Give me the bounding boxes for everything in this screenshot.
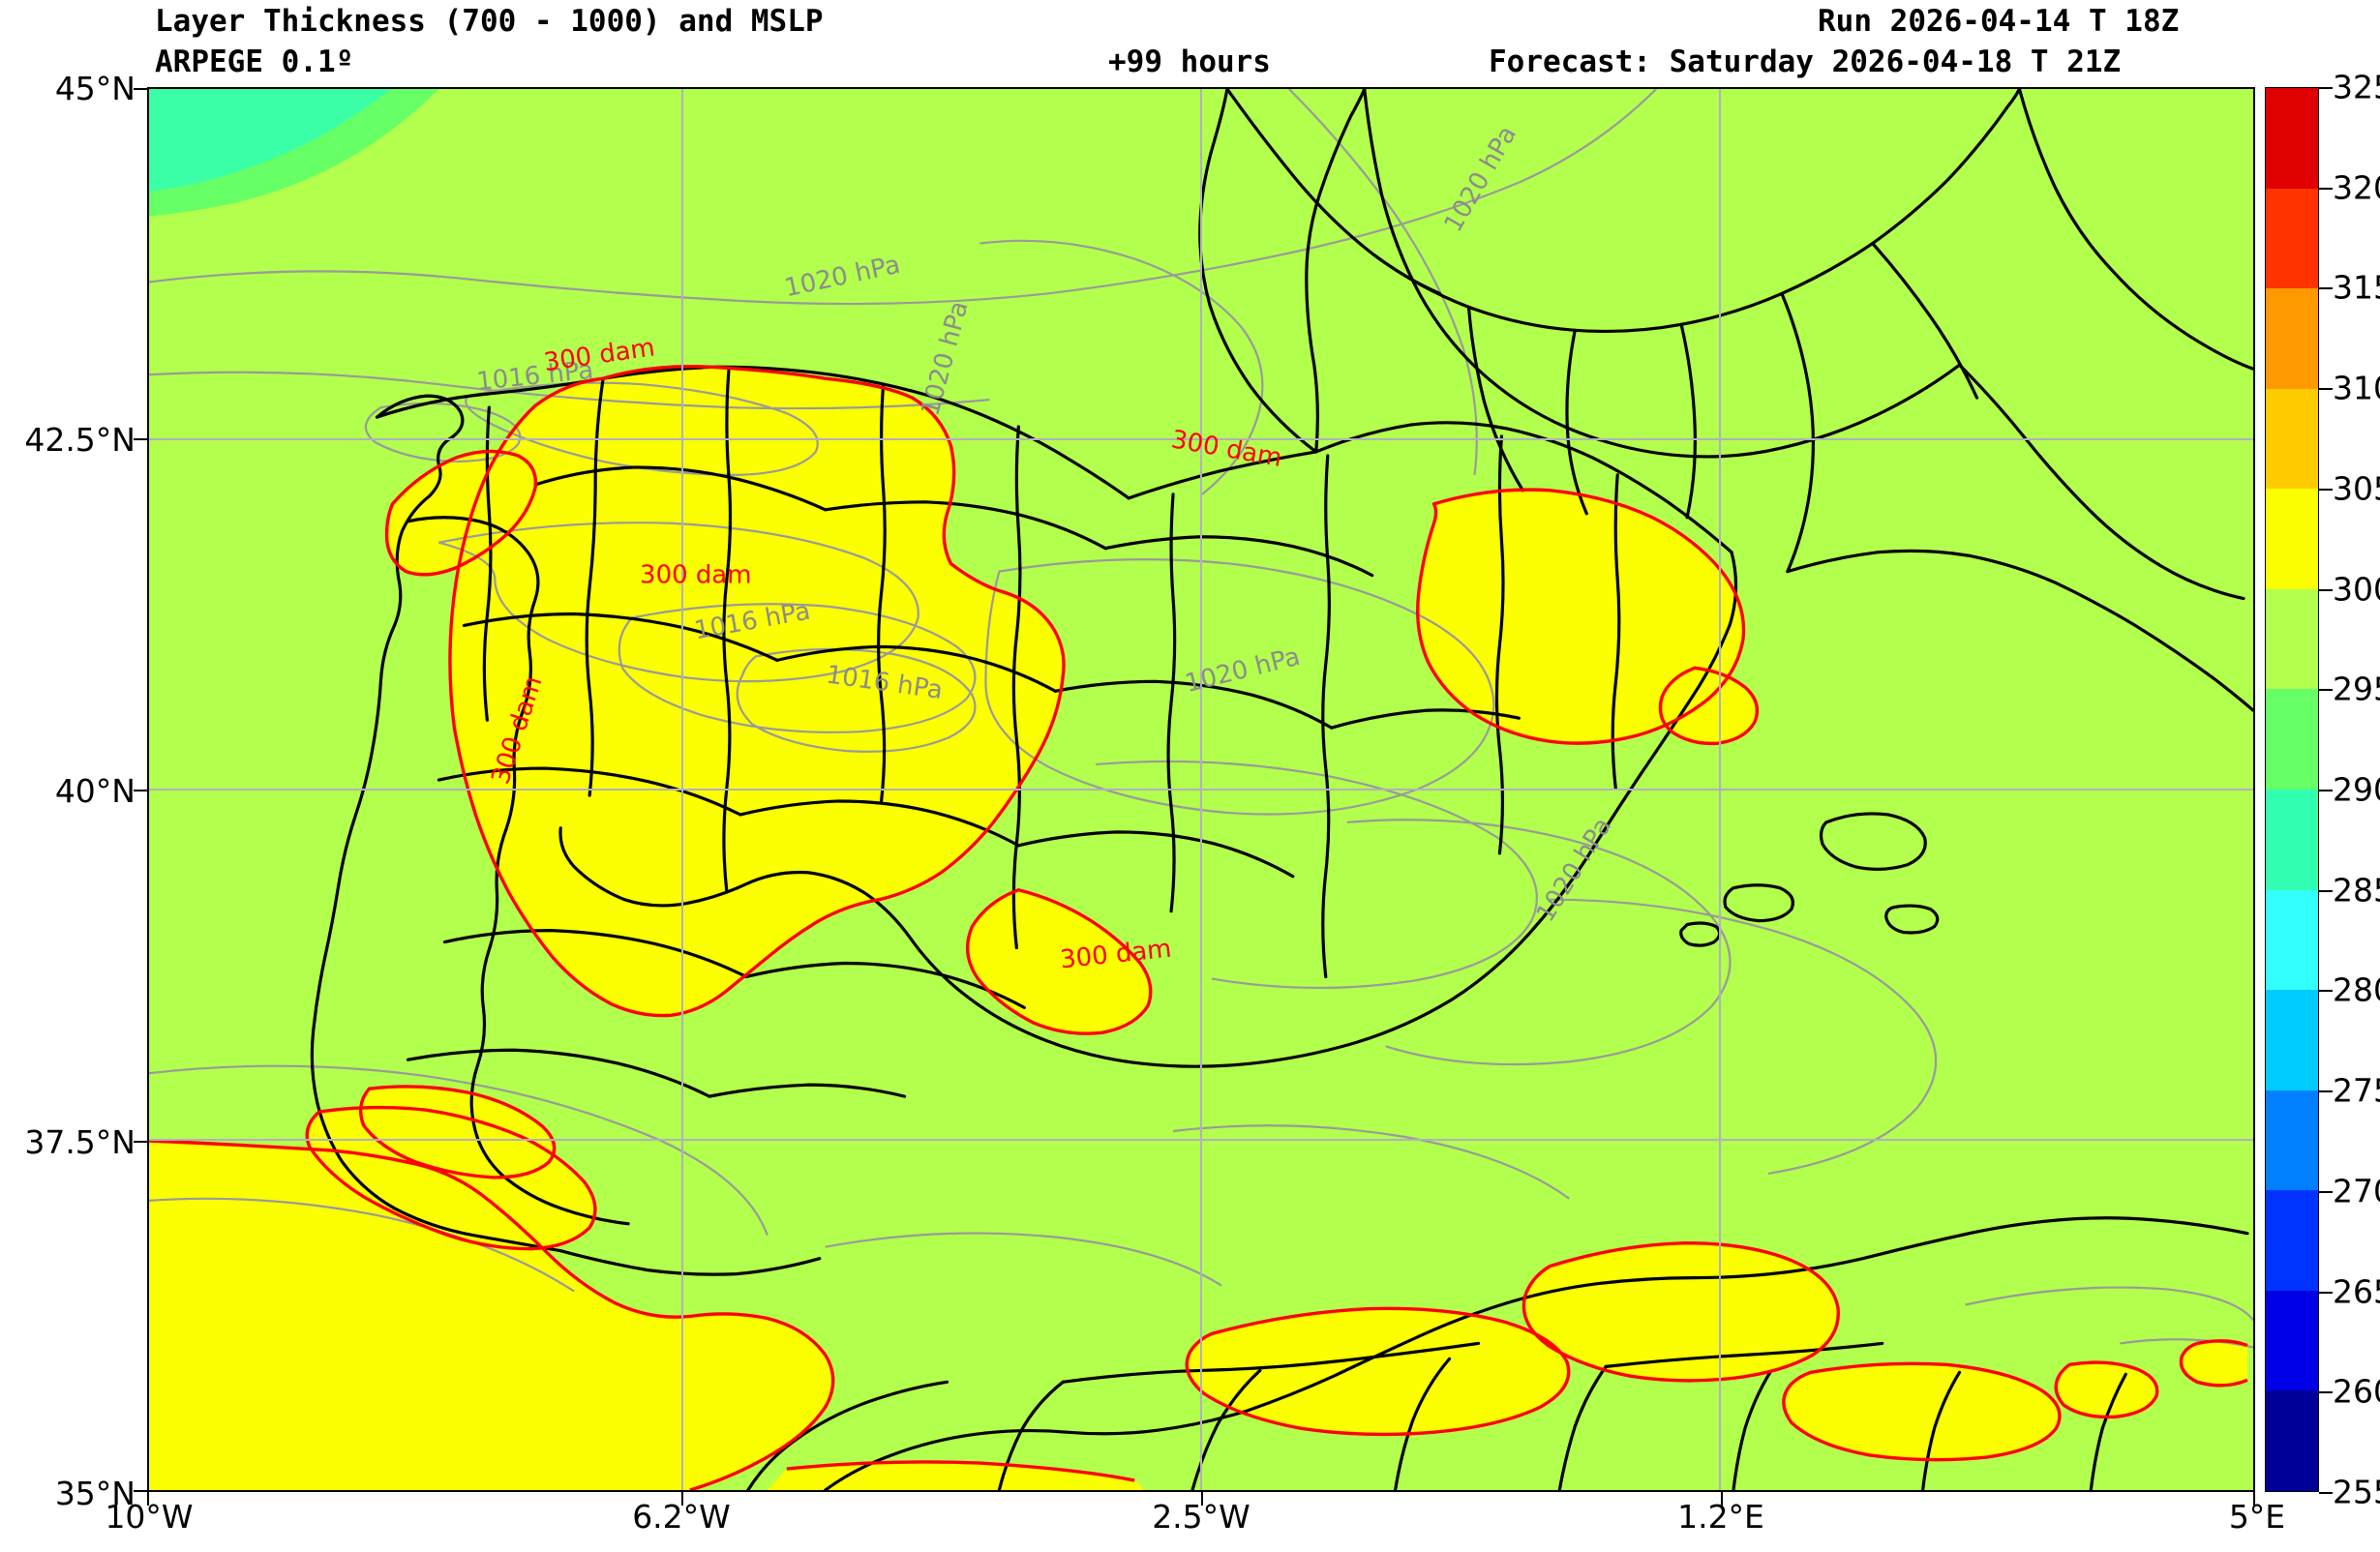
colorbar-band [2266,990,2318,1090]
x-tick-label: 10°W [105,1498,194,1536]
colorbar[interactable] [2265,87,2319,1492]
colorbar-tick-mark [2319,187,2333,190]
contour-label: 1020 hPa [916,298,974,419]
colorbar-band [2266,1390,2318,1491]
contour-label: 300 dam [542,333,656,377]
contour-label: 300 dam [486,672,548,788]
contour-label: 1020 hPa [1439,121,1523,237]
colorbar-tick-mark [2319,1492,2333,1494]
colorbar-band [2266,889,2318,991]
colorbar-band [2266,1089,2318,1191]
x-tick-mark [1201,1492,1203,1506]
model-label: ARPEGE 0.1º [155,45,354,79]
y-tick-mark [134,88,147,90]
colorbar-band [2266,689,2318,790]
y-tick-mark [134,1141,147,1143]
colorbar-tick-label: 310 [2333,369,2380,407]
contour-label: 1016 hPa [692,597,813,646]
colorbar-tick-mark [2319,1190,2333,1193]
contour-label: 1016 hPa [825,661,945,706]
colorbar-tick-mark [2319,889,2333,892]
colorbar-tick-label: 290 [2333,770,2380,809]
colorbar-tick-mark [2319,388,2333,391]
contour-label: 300 dam [640,561,751,590]
y-tick-label: 40°N [54,772,136,810]
colorbar-tick-label: 295 [2333,670,2380,708]
colorbar-tick-label: 270 [2333,1172,2380,1210]
colorbar-tick-mark [2319,790,2333,791]
colorbar-tick-mark [2319,87,2333,89]
colorbar-tick-label: 275 [2333,1071,2380,1110]
colorbar-tick-label: 315 [2333,268,2380,307]
colorbar-tick-mark [2319,488,2333,491]
x-tick-mark [681,1492,683,1506]
contour-label-layer: 1020 hPa 1016 hPa 1020 hPa 1016 hPa 1016 hPa… [149,89,2253,1490]
colorbar-tick-label: 285 [2333,871,2380,910]
y-tick-mark [134,790,147,791]
page-title: Layer Thickness (700 - 1000) and MSLP [155,4,824,39]
colorbar-tick-label: 265 [2333,1272,2380,1311]
colorbar-tick-label: 280 [2333,970,2380,1009]
y-tick-mark [134,1490,147,1492]
y-tick-label: 35°N [54,1475,136,1512]
colorbar-tick-label: 255 [2333,1473,2380,1511]
x-tick-label: 5°E [2228,1498,2286,1536]
country-border-layer [149,89,2253,1490]
x-tick-mark [1721,1492,1723,1506]
forecast-validity: Forecast: Saturday 2026-04-18 T 21Z [1489,45,2122,79]
colorbar-band [2266,288,2318,389]
thickness-contour-layer [149,89,2253,1490]
colorbar-tick-label: 325 [2333,68,2380,106]
colorbar-band [2266,88,2318,189]
colorbar-tick-mark [2319,1090,2333,1093]
y-tick-label: 42.5°N [24,421,136,459]
colorbar-tick-mark [2319,689,2333,692]
run-timestamp: Run 2026-04-14 T 18Z [1818,4,2180,39]
colorbar-tick-label: 260 [2333,1372,2380,1411]
contour-label: 300 dam [1059,935,1173,975]
contour-label: 1020 hPa [782,251,903,303]
x-tick-mark [2253,1492,2255,1506]
colorbar-tick-label: 320 [2333,168,2380,207]
colorbar-tick-mark [2319,1391,2333,1394]
y-tick-label: 45°N [54,70,136,107]
colorbar-tick-mark [2319,1291,2333,1294]
x-tick-mark [147,1492,149,1506]
contour-label: 1020 hPa [1531,813,1618,928]
colorbar-tick-mark [2319,990,2333,993]
colorbar-tick-label: 305 [2333,469,2380,508]
colorbar-band [2266,388,2318,490]
graticule-layer [149,89,2253,1490]
colorbar-band [2266,188,2318,289]
colorbar-band [2266,588,2318,690]
colorbar-tick-mark [2319,588,2333,591]
contour-label: 300 dam [1169,425,1284,473]
y-tick-label: 37.5°N [24,1123,136,1161]
map-plot-area: 1020 hPa 1016 hPa 1020 hPa 1016 hPa 1016 hPa… [147,87,2255,1492]
contour-label: 1020 hPa [1182,642,1303,699]
colorbar-band [2266,1190,2318,1291]
map-header: Layer Thickness (700 - 1000) and MSLP AR… [0,0,2380,87]
colorbar-band [2266,489,2318,589]
colorbar-tick-label: 300 [2333,570,2380,609]
y-tick-mark [134,438,147,440]
colorbar-band [2266,1290,2318,1391]
forecast-step: +99 hours [1108,45,1271,79]
colorbar-band [2266,789,2318,890]
colorbar-tick-mark [2319,287,2333,290]
